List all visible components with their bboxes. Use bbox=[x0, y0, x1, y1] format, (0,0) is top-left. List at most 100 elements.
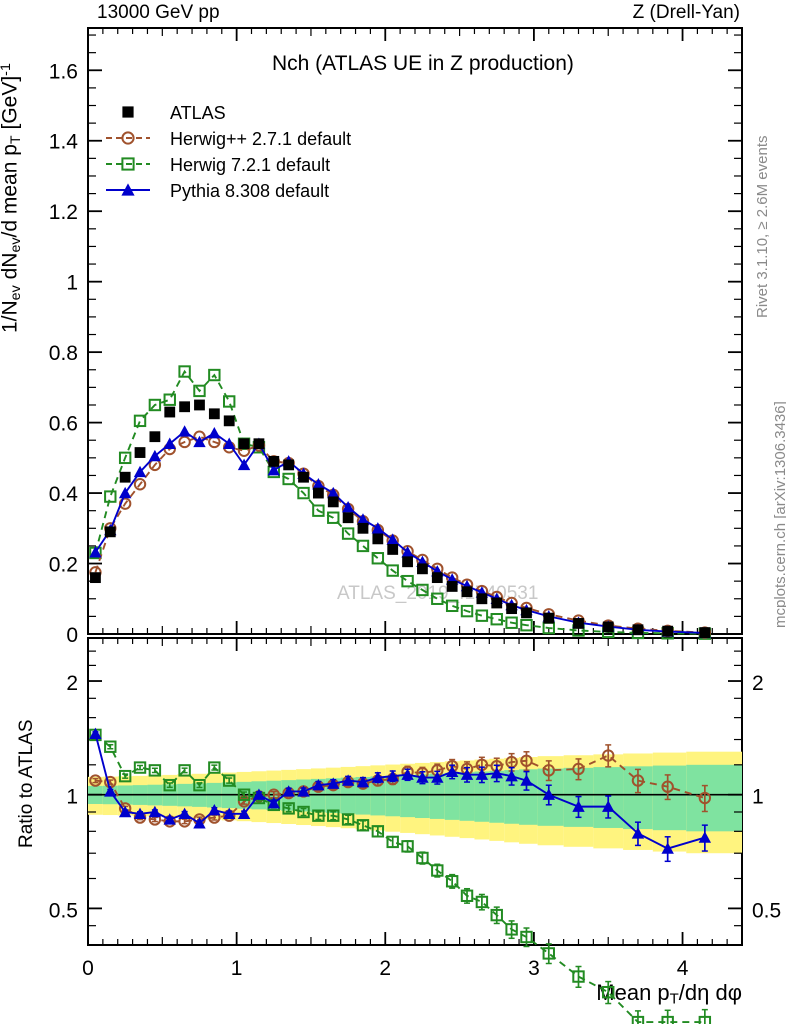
marker-atlas bbox=[194, 399, 205, 411]
marker-pythia bbox=[89, 727, 102, 739]
marker-herwig7 bbox=[223, 395, 236, 408]
marker-herwig7 bbox=[445, 875, 459, 888]
marker-pythia bbox=[356, 513, 370, 525]
marker-herwig7 bbox=[431, 864, 444, 877]
marker-herwig7 bbox=[341, 813, 355, 826]
marker-pythia bbox=[327, 777, 340, 789]
marker-herwig7 bbox=[297, 805, 310, 819]
marker-herwigpp bbox=[602, 749, 615, 762]
marker-pythia bbox=[631, 827, 645, 839]
marker-herwig7 bbox=[133, 414, 147, 428]
marker-herwig7 bbox=[178, 764, 191, 777]
marker-atlas bbox=[298, 471, 309, 483]
y-tick-label-main: 1 bbox=[66, 272, 78, 295]
marker-herwig7 bbox=[602, 985, 615, 999]
marker-pythia bbox=[208, 803, 221, 816]
marker-pythia bbox=[401, 546, 414, 558]
marker-herwigpp bbox=[89, 774, 102, 787]
marker-atlas bbox=[268, 455, 280, 467]
marker-atlas bbox=[387, 544, 399, 555]
marker-herwig7 bbox=[401, 574, 414, 588]
marker-atlas bbox=[521, 607, 532, 619]
marker-herwig7 bbox=[193, 384, 206, 398]
marker-pythia bbox=[282, 785, 295, 797]
marker-herwig7 bbox=[148, 398, 162, 412]
marker-pythia bbox=[371, 522, 385, 534]
marker-herwig7 bbox=[416, 583, 429, 597]
marker-pythia bbox=[163, 437, 176, 449]
marker-herwig7 bbox=[520, 930, 533, 944]
marker-pythia bbox=[104, 785, 117, 797]
marker-herwig7 bbox=[505, 923, 518, 936]
marker-pythia bbox=[490, 767, 503, 779]
marker-herwig7 bbox=[104, 490, 117, 503]
marker-atlas bbox=[699, 627, 711, 638]
marker-pythia bbox=[401, 768, 414, 780]
marker-herwig7 bbox=[178, 365, 191, 378]
marker-pythia bbox=[356, 775, 370, 788]
marker-herwig7 bbox=[327, 511, 340, 524]
marker-pythia bbox=[252, 788, 266, 800]
marker-herwig7 bbox=[118, 451, 132, 465]
marker-pythia bbox=[312, 478, 325, 490]
marker-herwig7 bbox=[312, 809, 325, 822]
marker-atlas bbox=[223, 415, 235, 427]
ratio-band-inner bbox=[652, 765, 687, 831]
plot-title: Nch (ATLAS UE in Z production) bbox=[272, 52, 574, 75]
ratio-band-inner bbox=[415, 774, 430, 819]
marker-herwig7 bbox=[208, 368, 221, 382]
marker-herwigpp bbox=[121, 131, 135, 145]
marker-pythia bbox=[118, 486, 132, 499]
marker-herwig7 bbox=[163, 778, 176, 792]
marker-atlas bbox=[90, 572, 101, 584]
marker-atlas bbox=[122, 106, 134, 118]
marker-herwig7 bbox=[327, 809, 340, 822]
marker-pythia bbox=[460, 768, 474, 780]
marker-herwig7 bbox=[505, 616, 518, 629]
y-tick-label-main: 0.8 bbox=[49, 342, 78, 365]
marker-herwig7 bbox=[520, 618, 533, 632]
legend-label-3: Pythia 8.308 default bbox=[170, 181, 329, 201]
y-tick-label-ratio: 0.5 bbox=[49, 899, 78, 922]
marker-herwig7 bbox=[475, 895, 489, 909]
marker-pythia bbox=[312, 778, 325, 791]
ratio-band-inner bbox=[370, 776, 386, 816]
x-tick-label: 0 bbox=[82, 957, 94, 980]
marker-herwig7 bbox=[163, 393, 176, 406]
marker-atlas bbox=[476, 593, 488, 605]
marker-herwigpp bbox=[542, 764, 555, 777]
marker-pythia bbox=[572, 800, 585, 812]
marker-pythia bbox=[267, 463, 280, 476]
marker-pythia bbox=[223, 437, 236, 449]
x-tick-label: 1 bbox=[231, 957, 243, 980]
marker-herwig7 bbox=[572, 970, 585, 983]
marker-pythia bbox=[386, 533, 399, 545]
ratio-band-inner bbox=[385, 775, 401, 817]
x-tick-label: 3 bbox=[528, 957, 540, 980]
marker-herwigpp bbox=[520, 754, 533, 767]
marker-herwig7 bbox=[490, 613, 503, 626]
marker-pythia bbox=[121, 183, 135, 196]
marker-herwig7 bbox=[401, 840, 414, 853]
marker-atlas bbox=[312, 487, 324, 499]
marker-herwig7 bbox=[341, 527, 355, 540]
marker-herwig7 bbox=[356, 819, 370, 832]
marker-herwig7 bbox=[631, 1015, 645, 1024]
marker-herwig7 bbox=[386, 564, 399, 577]
marker-pythia bbox=[163, 813, 176, 825]
marker-pythia bbox=[520, 774, 533, 786]
marker-herwigpp bbox=[698, 791, 712, 805]
marker-herwig7 bbox=[460, 604, 474, 618]
marker-herwig7 bbox=[208, 761, 221, 774]
series-line-circle-open bbox=[94, 435, 705, 634]
marker-herwigpp bbox=[661, 780, 674, 793]
marker-atlas bbox=[506, 603, 518, 615]
marker-pythia bbox=[661, 842, 674, 854]
marker-pythia bbox=[297, 785, 310, 797]
marker-pythia bbox=[208, 426, 221, 439]
marker-herwigpp bbox=[572, 762, 585, 776]
y-tick-label-ratio-right: 2 bbox=[752, 672, 764, 695]
marker-herwig7 bbox=[698, 1015, 712, 1024]
marker-atlas bbox=[208, 408, 220, 420]
ratio-band-inner bbox=[519, 769, 538, 825]
